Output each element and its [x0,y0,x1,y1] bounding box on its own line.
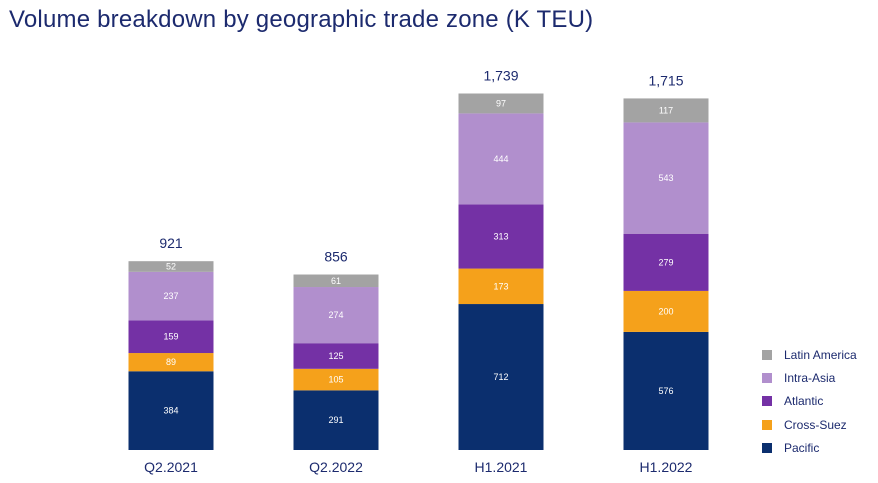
data-label-latin-america: 117 [659,105,673,115]
bar-segment-cross-suez [293,368,379,391]
total-label: 1,739 [483,68,518,84]
data-label-latin-america: 61 [331,276,341,286]
legend-swatch-atlantic [762,396,772,407]
legend-swatch-cross-suez [762,419,772,430]
category-label: H1.2021 [475,459,528,475]
category-label: H1.2022 [640,459,693,475]
category-label: Q2.2021 [144,459,198,475]
bar-segment-atlantic [458,204,544,269]
total-label: 856 [324,249,348,265]
legend-label-pacific: Pacific [784,440,820,455]
total-label: 1,715 [648,72,683,88]
chart-title: Volume breakdown by geographic trade zon… [9,6,594,33]
legend-label-cross-suez: Cross-Suez [784,417,847,432]
bar-segment-intra-asia [128,271,214,321]
total-label: 921 [159,235,183,251]
legend-swatch-pacific [762,442,772,453]
legend-swatch-intra-asia [762,372,772,383]
data-label-pacific: 576 [658,386,673,396]
bar-segment-intra-asia [458,113,544,205]
data-label-cross-suez: 89 [166,357,176,367]
data-label-latin-america: 97 [496,98,506,108]
data-label-intra-asia: 444 [493,154,508,164]
bar-segment-atlantic [293,343,379,369]
legend-item-cross-suez: Cross-Suez [762,413,857,436]
bar-segment-pacific [128,371,214,450]
bar-segment-latin-america [293,274,379,288]
bar-segment-pacific [623,331,709,450]
bar-segment-intra-asia [623,122,709,234]
data-label-pacific: 712 [493,372,508,382]
bar-segment-pacific [458,304,544,450]
data-label-pacific: 291 [328,415,343,425]
bar-segment-atlantic [128,320,214,354]
data-label-atlantic: 279 [658,257,673,267]
data-label-atlantic: 159 [163,332,178,342]
data-label-pacific: 384 [163,406,178,416]
bar-segment-pacific [293,390,379,450]
data-label-atlantic: 125 [328,351,343,361]
bar-segment-intra-asia [293,287,379,344]
legend-item-pacific: Pacific [762,436,857,459]
bar-segment-atlantic [623,233,709,291]
data-label-cross-suez: 105 [328,375,343,385]
bar-segment-cross-suez [128,353,214,372]
legend-item-atlantic: Atlantic [762,390,857,413]
chart-legend: Latin America Intra-Asia Atlantic Cross-… [762,343,857,459]
data-label-intra-asia: 237 [163,291,178,301]
data-label-latin-america: 52 [166,262,176,272]
bar-segment-latin-america [458,93,544,114]
legend-label-latin-america: Latin America [784,347,857,362]
legend-label-intra-asia: Intra-Asia [784,370,836,385]
data-label-cross-suez: 173 [493,281,508,291]
data-label-cross-suez: 200 [658,306,673,316]
data-label-atlantic: 313 [493,231,508,241]
bar-segment-latin-america [128,261,214,272]
legend-label-atlantic: Atlantic [784,394,824,409]
bar-segment-cross-suez [458,268,544,305]
legend-item-intra-asia: Intra-Asia [762,366,857,389]
category-label: Q2.2022 [309,459,363,475]
data-label-intra-asia: 543 [658,173,673,183]
data-label-intra-asia: 274 [328,310,343,320]
bar-segment-cross-suez [623,290,709,332]
legend-swatch-latin-america [762,349,772,360]
legend-item-latin-america: Latin America [762,343,857,366]
bar-segment-latin-america [623,98,709,123]
